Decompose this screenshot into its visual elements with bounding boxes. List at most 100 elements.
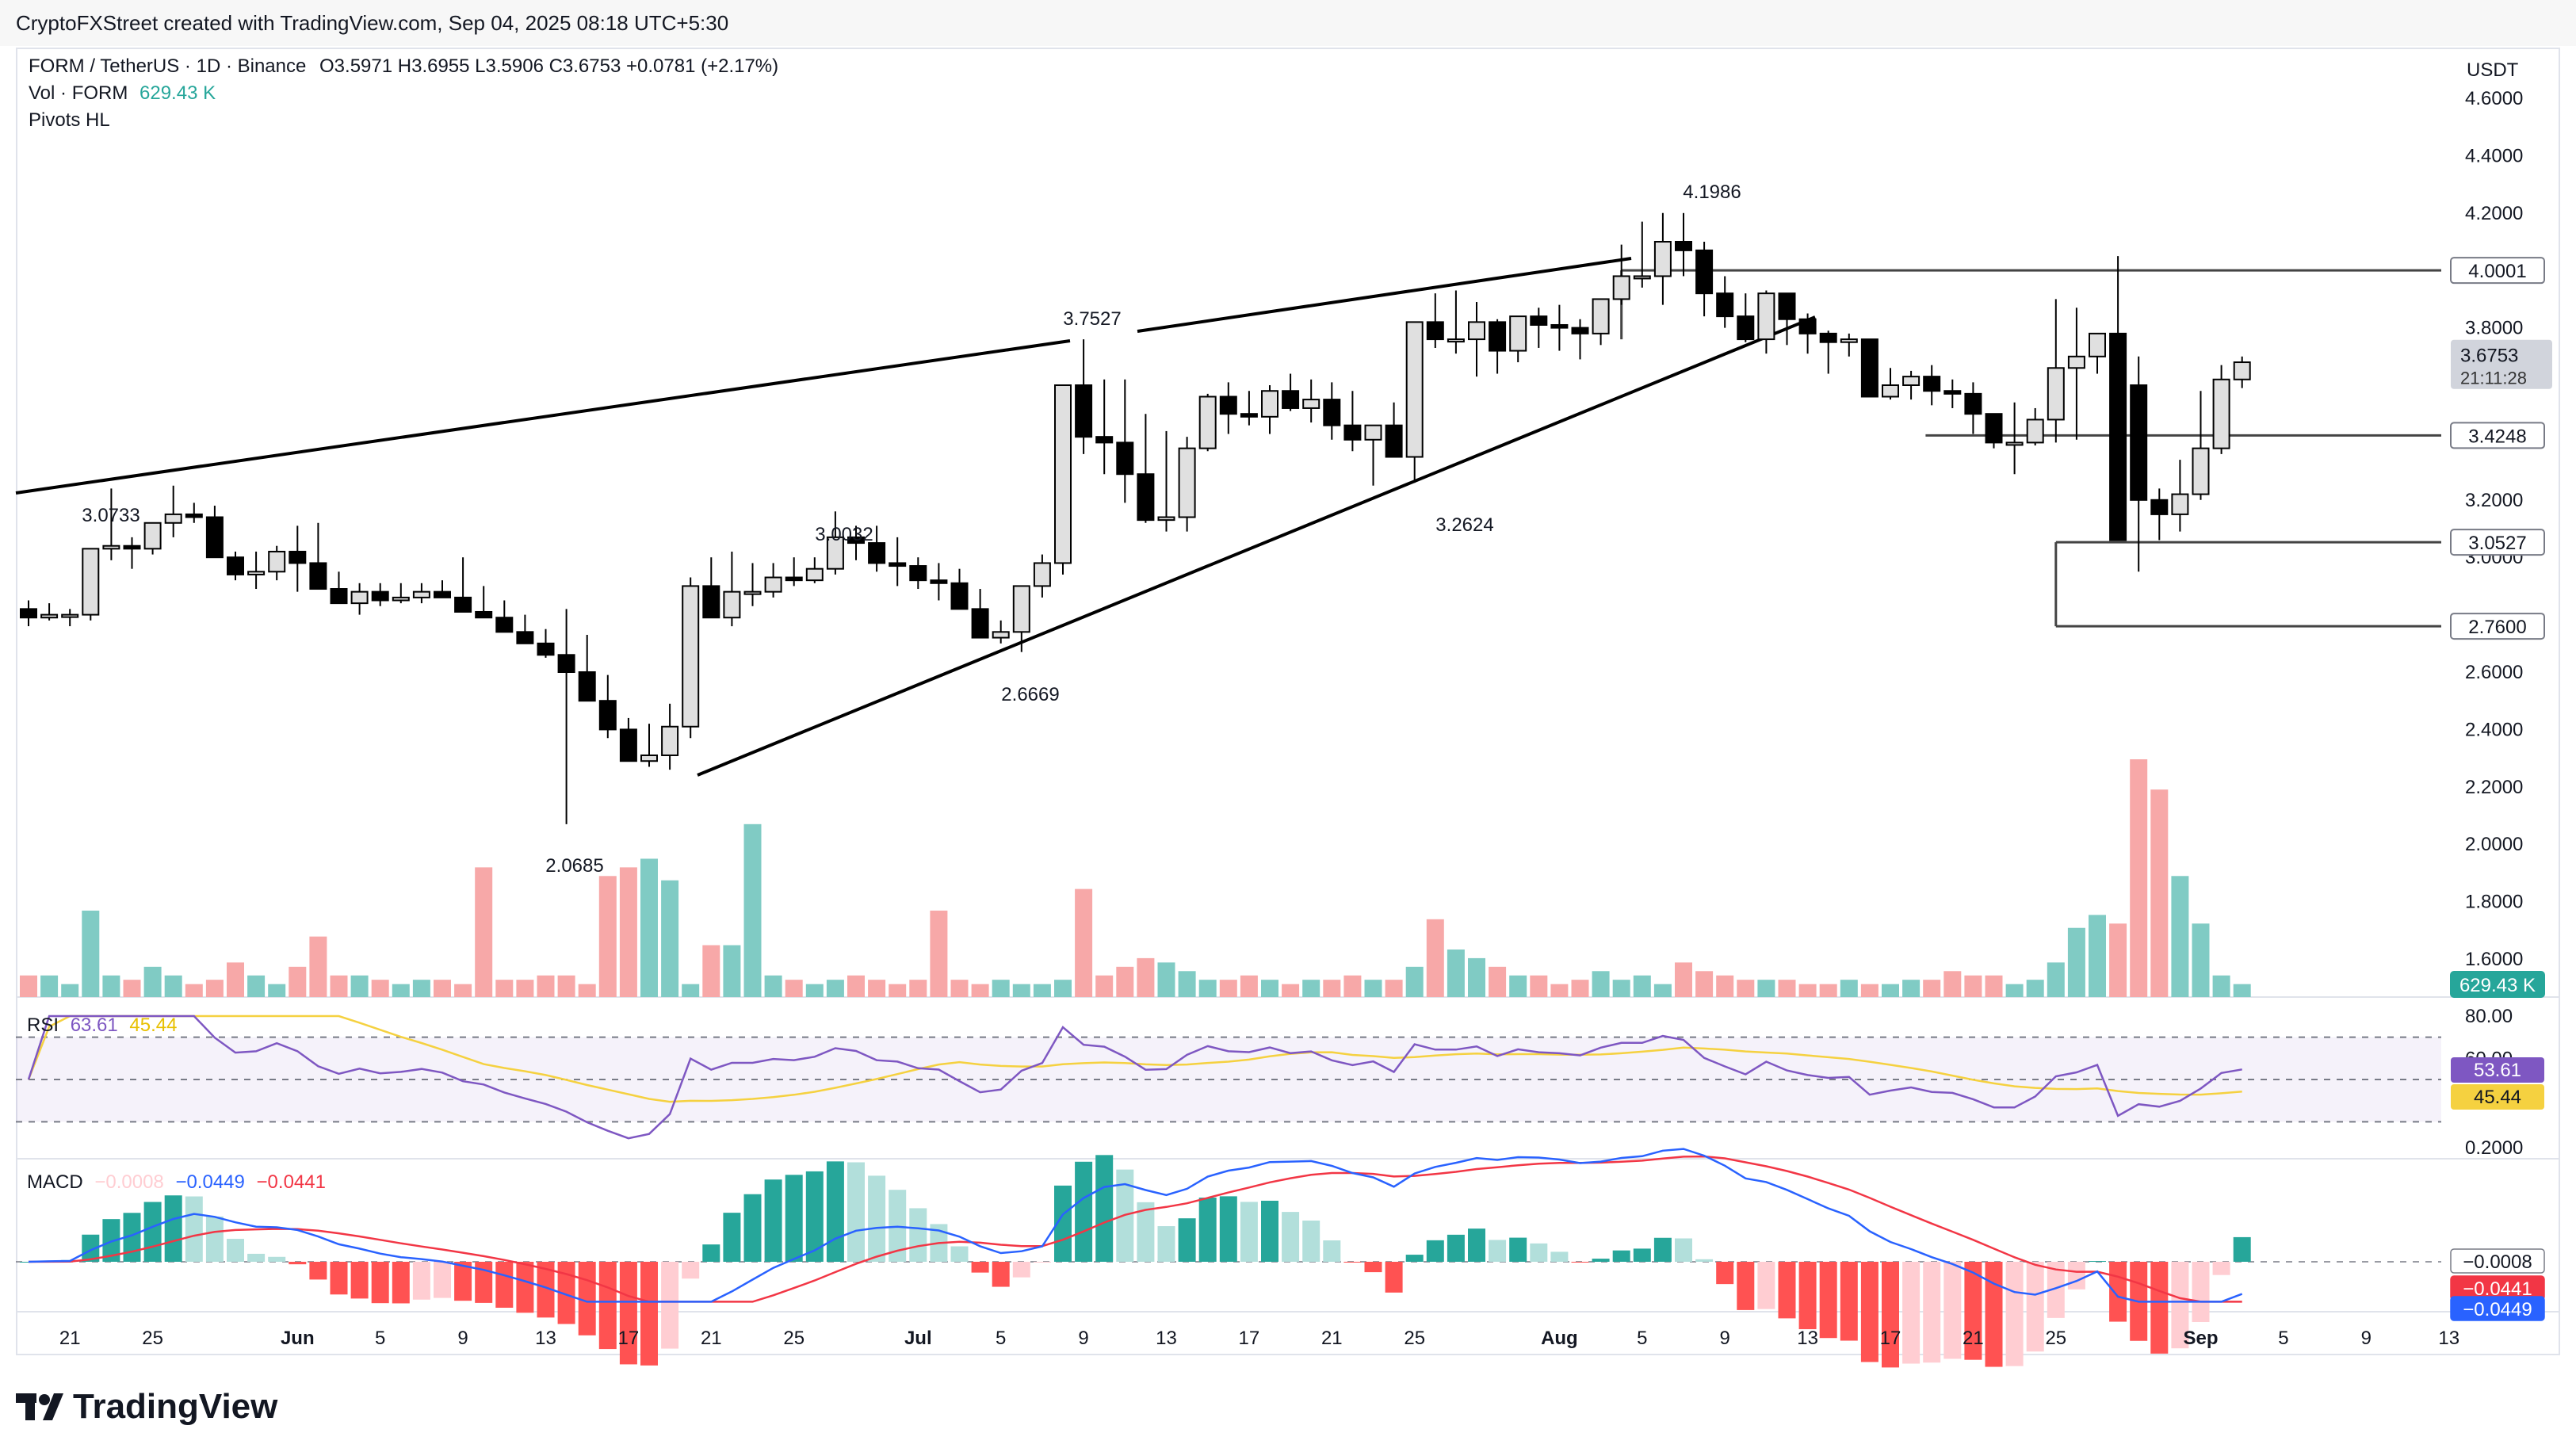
candle-body <box>1985 413 2003 444</box>
macd-histogram-bar <box>723 1213 741 1262</box>
candle-body <box>1178 447 1196 518</box>
macd-histogram-bar <box>1840 1262 1858 1341</box>
volume-bar <box>1012 984 1030 997</box>
macd-histogram-bar <box>495 1262 514 1308</box>
volume-bar <box>61 984 79 997</box>
macd-histogram-bar <box>20 1262 37 1263</box>
candle-body <box>723 590 741 619</box>
volume-bar <box>1716 975 1734 997</box>
volume-legend[interactable]: Vol · FORM 629.43 K <box>29 82 216 105</box>
macd-histogram-bar <box>1695 1259 1714 1262</box>
volume-bar <box>185 984 203 997</box>
price-badge-label: 2.7600 <box>2468 617 2526 638</box>
ohlc-values: O3.5971 H3.6955 L3.5906 C3.6753 +0.0781 … <box>319 55 779 77</box>
candle-body <box>1282 390 1300 409</box>
candle-body <box>764 576 782 593</box>
candle-body <box>868 542 886 564</box>
rsi-tick-label: 80.00 <box>2465 1006 2513 1027</box>
macd-histogram-bar <box>2109 1262 2127 1322</box>
candle-body <box>392 596 410 602</box>
candle-body <box>1302 399 1320 409</box>
macd-histogram-bar <box>82 1234 100 1262</box>
candle-body <box>682 585 700 728</box>
macd-histogram-bar <box>1033 1262 1051 1263</box>
volume-bar <box>1054 980 1072 997</box>
macd-histogram-bar <box>1819 1262 1837 1339</box>
macd-badge <box>2450 1248 2545 1274</box>
volume-bar <box>412 980 430 997</box>
macd-histogram-bar <box>102 1219 120 1262</box>
candle-body <box>1323 399 1341 426</box>
candle-body <box>1240 413 1258 418</box>
candle-body <box>557 654 575 674</box>
volume-bar <box>1405 966 1424 997</box>
candle-body <box>1612 275 1630 300</box>
chart-canvas[interactable]: 4.60004.40004.20003.80003.20003.00002.60… <box>0 0 2576 1379</box>
candle-body <box>102 544 120 550</box>
symbol-legend[interactable]: FORM / TetherUS · 1D · Binance O3.5971 H… <box>29 55 778 78</box>
volume-bar <box>1509 975 1527 997</box>
candle-body <box>475 610 493 619</box>
volume-bar <box>805 984 824 997</box>
volume-bar <box>2130 759 2148 997</box>
volume-bar <box>2192 923 2210 997</box>
candle-body <box>1592 298 1610 334</box>
price-tick-label: 2.0000 <box>2465 834 2523 855</box>
time-axis-label: 13 <box>1156 1328 1177 1349</box>
macd-histogram-bar <box>1778 1262 1796 1319</box>
macd-legend[interactable]: MACD −0.0008 −0.0449 −0.0441 <box>27 1171 326 1194</box>
volume-bar <box>1985 975 2003 997</box>
candle-body <box>2150 499 2169 515</box>
pivot-label: 3.2624 <box>1435 514 1493 536</box>
time-axis-label: Jun <box>281 1328 315 1349</box>
candle-body <box>1943 390 1962 395</box>
candle-body <box>289 550 307 564</box>
macd-histogram-bar <box>1012 1262 1030 1278</box>
volume-bar <box>371 980 389 997</box>
macd-histogram-bar <box>392 1262 410 1304</box>
macd-badge-label: −0.0449 <box>2463 1299 2532 1320</box>
volume-bar <box>350 975 369 997</box>
macd-histogram-bar <box>598 1262 617 1350</box>
volume-bar <box>1778 980 1796 997</box>
rsi-ma-value: 45.44 <box>129 1014 178 1036</box>
candle-body <box>702 585 720 619</box>
macd-histogram-bar <box>1550 1251 1569 1262</box>
time-axis-label: 25 <box>142 1328 163 1349</box>
candle-body <box>805 567 824 582</box>
candle-body <box>40 613 59 619</box>
macd-histogram-bar <box>2212 1262 2230 1275</box>
candle-body <box>1137 473 1155 522</box>
macd-histogram-bar <box>1860 1262 1878 1362</box>
candle-body <box>1737 315 1755 341</box>
volume-bar <box>702 945 720 997</box>
volume-bar <box>1489 966 1507 997</box>
price-tick-label: 2.6000 <box>2465 662 2523 683</box>
macd-histogram-bar <box>1964 1262 1982 1360</box>
volume-bar <box>205 980 224 997</box>
macd-histogram-bar <box>764 1179 782 1262</box>
macd-histogram-bar <box>785 1175 803 1262</box>
candle-body <box>1033 562 1051 587</box>
volume-bar <box>598 876 617 997</box>
upper-trendline <box>15 339 1071 495</box>
pivots-legend[interactable]: Pivots HL <box>29 109 110 132</box>
candle-body <box>1778 292 1796 320</box>
time-axis-label: 21 <box>59 1328 81 1349</box>
candle-body <box>826 536 844 570</box>
time-axis-label: 9 <box>457 1328 468 1349</box>
currency-label: USDT <box>2467 59 2519 81</box>
rsi-legend[interactable]: RSI 63.61 45.44 <box>27 1014 177 1037</box>
time-axis-label: 5 <box>1637 1328 1647 1349</box>
volume-bar <box>1737 980 1755 997</box>
price-tick-label: 4.2000 <box>2465 203 2523 224</box>
macd-histogram-bar <box>185 1196 203 1262</box>
time-axis-label: Sep <box>2183 1328 2218 1349</box>
candle-body <box>2089 332 2106 357</box>
macd-histogram-bar <box>2150 1262 2169 1354</box>
candle-body <box>164 513 182 524</box>
candle-body <box>1509 315 1527 352</box>
time-axis-label: 5 <box>375 1328 385 1349</box>
rsi-label: RSI <box>27 1014 59 1036</box>
macd-histogram-bar <box>847 1162 865 1262</box>
